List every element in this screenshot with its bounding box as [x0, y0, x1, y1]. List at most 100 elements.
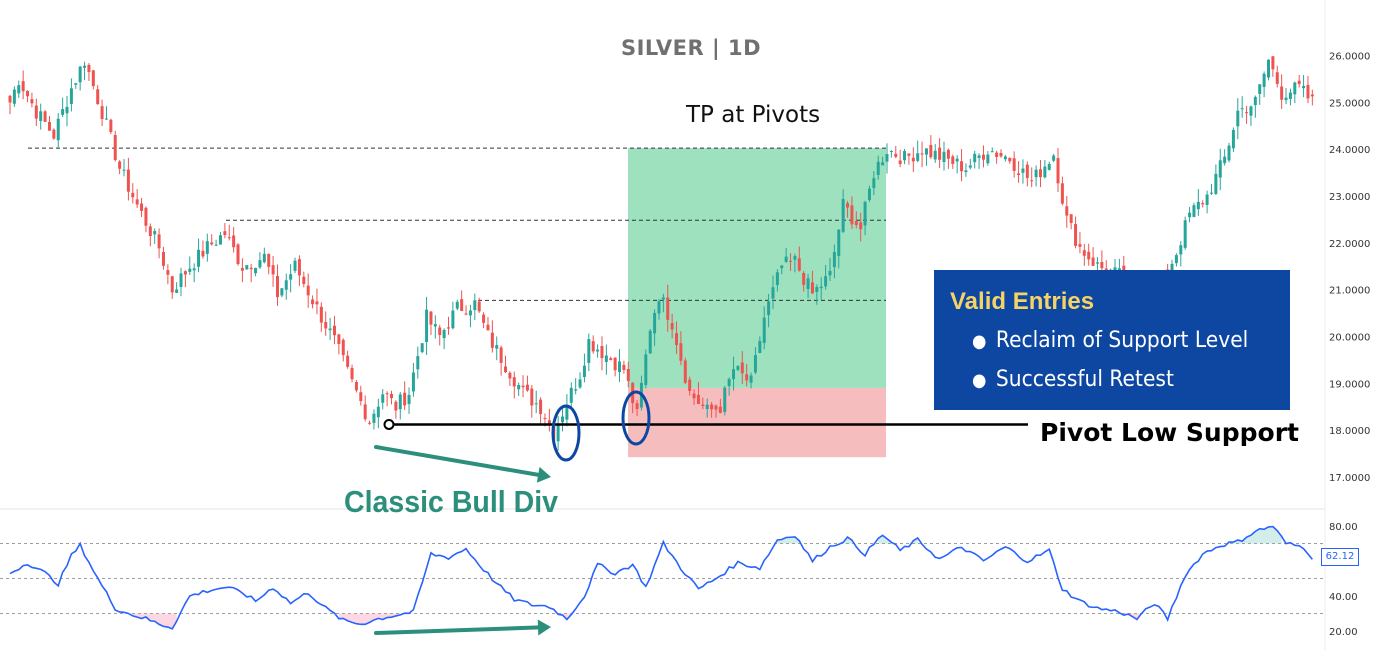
candle [161, 246, 165, 270]
candle-body [701, 404, 705, 407]
candle [293, 257, 297, 274]
candle [468, 304, 472, 328]
candle [135, 189, 139, 208]
candle [859, 212, 863, 242]
candle-body [561, 416, 565, 423]
candle [477, 297, 481, 313]
candle-body [946, 149, 950, 159]
candle [692, 389, 696, 406]
price-tick-label: 21.0000 [1329, 286, 1370, 297]
candle-body [591, 341, 595, 352]
candle-body [732, 369, 736, 380]
candle-body [521, 385, 525, 388]
candle [17, 80, 21, 98]
candle-body [1065, 206, 1069, 216]
candle [846, 200, 850, 218]
candle-body [131, 192, 135, 198]
candle [306, 273, 310, 308]
candle-body [451, 310, 455, 329]
candle [433, 315, 437, 339]
candle-body [727, 379, 731, 387]
candle [1218, 148, 1222, 191]
candle [1078, 231, 1082, 254]
candle-body [1038, 169, 1042, 178]
entry-item: ● Reclaim of Support Level [972, 328, 1248, 353]
candle-body [1201, 203, 1205, 205]
candle [534, 390, 538, 414]
candle [1271, 56, 1275, 77]
candle [69, 78, 73, 112]
candle-body [275, 275, 279, 298]
candle [183, 270, 187, 288]
candle-body [1306, 84, 1310, 99]
candle [683, 357, 687, 385]
candle-body [100, 106, 104, 120]
candle-body [1087, 251, 1091, 260]
candle-body [17, 85, 21, 94]
candle-body [1030, 180, 1034, 182]
pivot-low-marker [383, 418, 395, 430]
candle [245, 265, 249, 270]
candle-body [468, 310, 472, 316]
candle [955, 155, 959, 174]
candle-body [1021, 168, 1025, 173]
candle [762, 306, 766, 350]
candle [385, 391, 389, 407]
candle [188, 256, 192, 275]
candle [828, 257, 832, 281]
candle-body [1179, 245, 1183, 255]
candle-body [1240, 108, 1244, 110]
candle [517, 382, 521, 396]
candle-body [1012, 158, 1016, 171]
candle-body [995, 152, 999, 157]
candle-body [455, 301, 459, 309]
candle-body [635, 403, 639, 409]
candle-body [705, 404, 709, 409]
price-tick-label: 24.0000 [1329, 145, 1370, 156]
candle-body [981, 154, 985, 160]
candle-body [810, 282, 814, 294]
candle-body [797, 258, 801, 271]
candle [490, 320, 494, 353]
candle [600, 336, 604, 371]
candle [556, 416, 560, 451]
candle-body [39, 111, 43, 121]
candle [126, 157, 130, 201]
rsi-tick-label: 80.00 [1329, 522, 1358, 533]
candle-body [460, 299, 464, 312]
candle [1223, 149, 1227, 166]
price-tick-label: 23.0000 [1329, 192, 1370, 203]
candle-body [1223, 156, 1227, 164]
candle-body [359, 392, 363, 402]
candle [911, 147, 915, 173]
candle [43, 110, 47, 122]
candle-body [332, 325, 336, 336]
candle-body [1052, 155, 1056, 161]
candle-body [499, 347, 503, 363]
candle [1280, 74, 1284, 109]
candle [710, 402, 714, 418]
candle-body [197, 249, 201, 267]
candle-body [1008, 158, 1012, 162]
tp-label: TP at Pivots [686, 102, 821, 128]
candle-body [26, 90, 30, 97]
candle-body [876, 161, 880, 175]
entry-text: Successful Retest [995, 367, 1174, 392]
candle [1302, 75, 1306, 98]
candle-body [363, 404, 367, 420]
candle [192, 263, 196, 283]
candle [657, 298, 661, 320]
candle [924, 148, 928, 166]
candle [1253, 95, 1257, 118]
candle [1052, 153, 1056, 163]
candle-body [381, 394, 385, 403]
candle-body [218, 235, 222, 245]
candle-body [867, 188, 871, 200]
candle [1091, 247, 1095, 267]
candle-body [289, 274, 293, 280]
candle [254, 267, 258, 277]
candle [87, 63, 91, 81]
candle [1249, 105, 1253, 126]
candle-body [337, 334, 341, 344]
candle-body [815, 287, 819, 292]
